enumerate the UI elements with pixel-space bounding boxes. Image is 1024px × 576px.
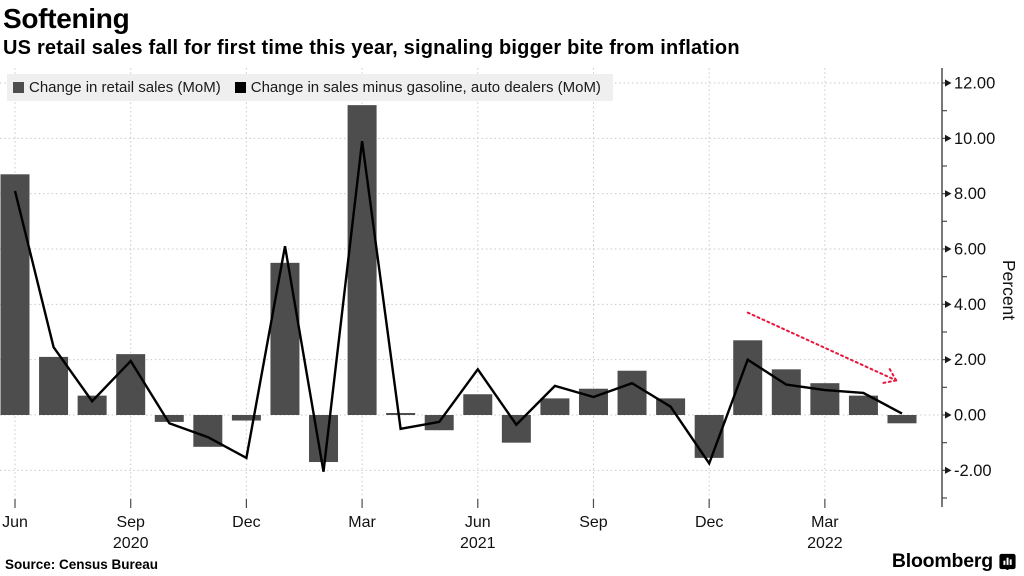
y-axis-title: Percent (999, 260, 1019, 320)
x-tick-label: Sep (579, 514, 608, 531)
y-tick-label: 6.00 (954, 240, 986, 258)
legend-item-sales-minus-gasoline: Change in sales minus gasoline, auto dea… (234, 79, 601, 96)
bar (270, 262, 300, 415)
y-tick-arrow-icon (945, 190, 952, 198)
source-note: Source: Census Bureau (5, 557, 159, 572)
bar (309, 415, 339, 463)
legend: Change in retail sales (MoM) Change in s… (7, 74, 613, 101)
bar (887, 415, 917, 424)
line-series-swatch-icon (234, 82, 246, 93)
legend-label: Change in retail sales (MoM) (29, 79, 221, 96)
bar (231, 415, 261, 421)
line-series (13, 140, 903, 472)
x-tick-label: Mar (348, 514, 376, 531)
x-tick-label: Dec (232, 514, 260, 531)
bar (116, 354, 146, 415)
y-tick-label: 8.00 (954, 185, 986, 203)
x-tick-label: Mar (811, 514, 839, 531)
bar (617, 370, 647, 415)
bar (771, 369, 801, 415)
x-tick-label: Jun (2, 514, 28, 531)
bar (0, 174, 30, 415)
bloomberg-logo: Bloomberg (892, 550, 1016, 573)
y-tick-label: 4.00 (954, 296, 986, 314)
y-tick-arrow-icon (945, 134, 952, 142)
bar-series-swatch-icon (13, 82, 24, 93)
bar (347, 105, 377, 415)
x-tick-year-label: 2021 (460, 535, 496, 552)
bar (386, 413, 416, 415)
bar (848, 395, 878, 415)
y-tick-arrow-icon (945, 79, 952, 87)
y-tick-label: 2.00 (954, 351, 986, 369)
chart-subtitle: US retail sales fall for first time this… (3, 37, 740, 59)
y-tick-arrow-icon (945, 411, 952, 419)
bar (77, 395, 107, 415)
x-tick-year-label: 2020 (113, 535, 149, 552)
bar (733, 340, 763, 415)
y-tick-label: 10.00 (954, 130, 995, 148)
bloomberg-wordmark: Bloomberg (891, 550, 993, 572)
chart-title: Softening (3, 3, 130, 34)
x-tick-label: Sep (116, 514, 145, 531)
y-tick-arrow-icon (945, 466, 952, 474)
x-tick-label: Dec (695, 514, 723, 531)
y-tick-arrow-icon (945, 300, 952, 308)
bar (540, 398, 570, 415)
trend-arrow (746, 311, 898, 384)
y-tick-arrow-icon (945, 356, 952, 364)
x-tick-label: Jun (465, 514, 491, 531)
bar (463, 394, 493, 415)
bar (501, 415, 531, 443)
y-tick-arrow-icon (945, 245, 952, 253)
y-tick-label: 0.00 (954, 407, 986, 425)
bar (39, 356, 69, 415)
x-tick-year-label: 2022 (807, 535, 843, 552)
bar (154, 415, 184, 422)
y-tick-label: 12.00 (954, 74, 995, 92)
legend-item-retail-sales: Change in retail sales (MoM) (13, 79, 221, 96)
bloomberg-terminal-icon (999, 553, 1016, 570)
legend-label: Change in sales minus gasoline, auto dea… (250, 79, 601, 96)
y-tick-label: -2.00 (954, 462, 992, 480)
